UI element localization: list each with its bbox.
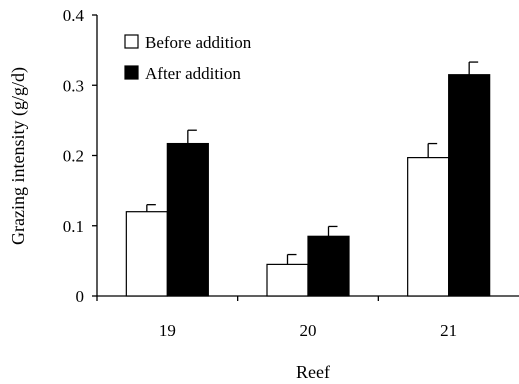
y-axis-title: Grazing intensity (g/g/d) (8, 67, 29, 245)
x-axis: 19 20 21 (96, 295, 519, 340)
bar-after-19 (166, 142, 209, 297)
legend-label-after: After addition (145, 64, 241, 83)
legend: Before addition After addition (124, 33, 252, 83)
x-tick-label: 19 (159, 321, 176, 340)
y-tick-label: 0.3 (63, 76, 84, 95)
bars (125, 61, 491, 297)
y-axis: 0 0.1 0.2 0.3 0.4 (63, 6, 98, 306)
legend-swatch-before (124, 34, 139, 49)
bar-before-21 (407, 157, 450, 297)
x-tick-label: 21 (440, 321, 457, 340)
bar-after-20 (307, 235, 350, 297)
bar-after-21 (448, 74, 491, 297)
y-tick-label: 0.1 (63, 217, 84, 236)
legend-label-before: Before addition (145, 33, 252, 52)
y-tick-label: 0.2 (63, 147, 84, 166)
bar-before-19 (125, 211, 168, 297)
x-tick-label: 20 (300, 321, 317, 340)
legend-swatch-after (124, 65, 139, 80)
x-axis-title: Reef (296, 362, 330, 382)
y-tick-label: 0 (76, 287, 85, 306)
y-tick-label: 0.4 (63, 6, 85, 25)
bar-before-20 (266, 263, 309, 297)
